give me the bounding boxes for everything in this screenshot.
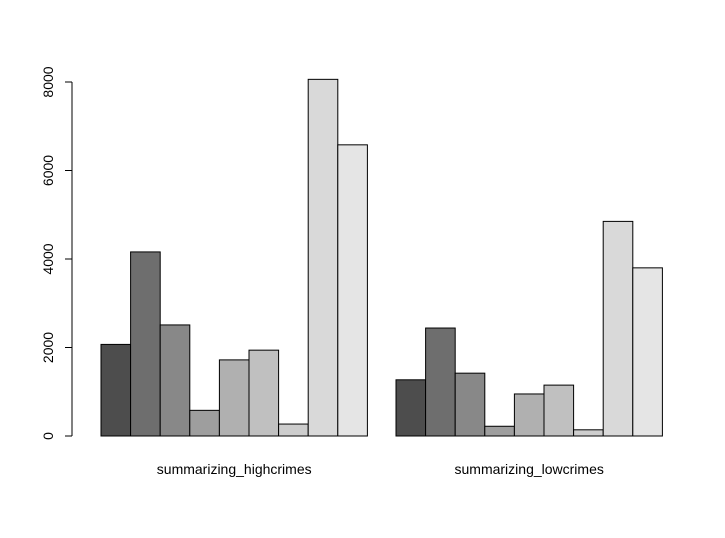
bar — [130, 251, 161, 437]
y-tick-label: 6000 — [40, 155, 56, 186]
y-tick-label: 0 — [40, 432, 56, 440]
y-tick-label: 8000 — [40, 66, 56, 97]
bar — [337, 144, 368, 437]
bar — [218, 359, 250, 437]
bar — [543, 384, 575, 437]
category-label: summarizing_lowcrimes — [455, 461, 604, 477]
x-axis-labels: summarizing_highcrimes summarizing_lowcri… — [157, 461, 604, 477]
category-label: summarizing_highcrimes — [157, 461, 312, 477]
bars — [100, 78, 663, 437]
bar — [484, 425, 515, 437]
bar-group — [100, 78, 368, 437]
y-tick-label: 2000 — [40, 332, 56, 363]
bar — [513, 393, 545, 437]
bar — [100, 343, 132, 437]
bar — [278, 423, 309, 437]
bar — [602, 220, 634, 437]
bar-group — [395, 220, 663, 437]
bar — [425, 327, 456, 437]
bar — [159, 324, 191, 437]
bar — [307, 78, 339, 437]
bar — [248, 349, 280, 437]
bar — [573, 429, 604, 437]
bar — [395, 379, 427, 437]
y-tick-label: 4000 — [40, 243, 56, 274]
bar — [454, 372, 486, 437]
bar — [189, 409, 220, 437]
bar — [632, 267, 663, 437]
y-axis: 0 2000 4000 6000 8000 — [40, 66, 73, 440]
